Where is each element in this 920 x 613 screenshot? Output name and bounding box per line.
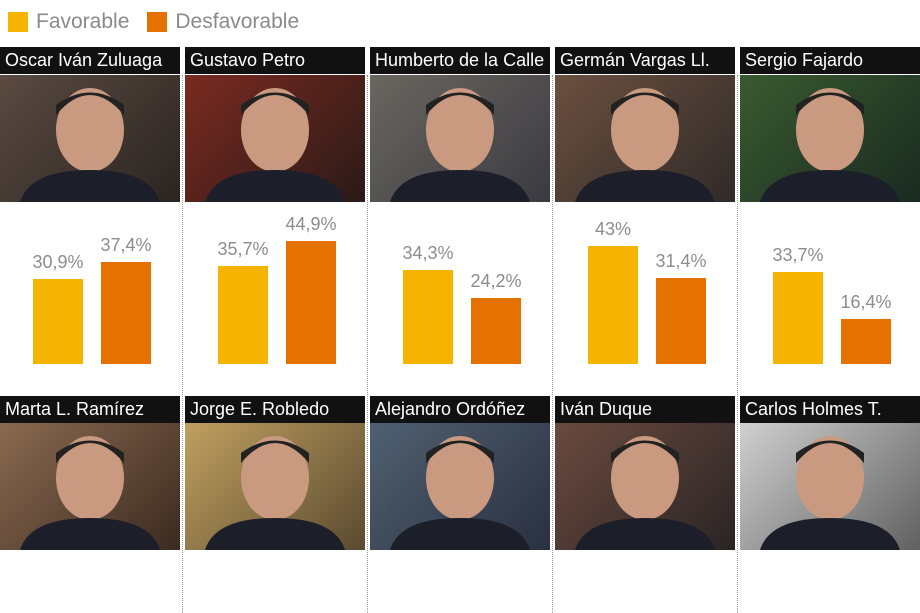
bar-desfavorable [471,297,521,364]
column-separator [182,75,183,613]
portrait-icon [390,436,530,550]
candidate-photo [555,75,735,202]
legend: Favorable Desfavorable [8,10,299,34]
bar-favorable [403,270,453,364]
portrait-icon [760,436,900,550]
candidate-photo [370,75,550,202]
candidate-photo [0,75,180,202]
candidate-name: Oscar Iván Zuluaga [0,47,180,74]
value-label: 24,2% [470,270,522,291]
value-label: 37,4% [100,234,152,255]
value-label: 30,9% [32,252,84,273]
column-separator [367,75,368,613]
portrait-icon [760,88,900,202]
candidate-photo [740,423,920,550]
value-label: 31,4% [655,250,707,271]
candidate-name: Iván Duque [555,396,735,423]
portrait-icon [20,88,160,202]
bar-favorable [588,246,638,364]
swatch [147,12,168,32]
portrait-icon [20,436,160,550]
candidate-photo [185,75,365,202]
candidate-photo [370,423,550,550]
column-separator [552,75,553,613]
candidate-name: Marta L. Ramírez [0,396,180,423]
column-separator [737,75,738,613]
candidate-photo [185,423,365,550]
portrait-icon [205,436,345,550]
bar-desfavorable [286,240,336,364]
candidate-photo [0,423,180,550]
bar-desfavorable [656,277,706,364]
value-label: 35,7% [217,239,269,260]
candidate-photo [740,75,920,202]
portrait-icon [205,88,345,202]
bar-favorable [773,271,823,364]
candidate-name: Humberto de la Calle [370,47,550,74]
value-label: 43% [594,219,632,240]
candidate-name: Gustavo Petro [185,47,365,74]
bar-favorable [218,266,268,364]
value-label: 33,7% [772,244,824,265]
bar-desfavorable [841,319,891,364]
candidate-name: Alejandro Ordóñez [370,396,550,423]
legend-desfavorable: Desfavorable [147,10,299,34]
value-label: 44,9% [285,213,337,234]
candidate-name: Sergio Fajardo [740,47,920,74]
value-label: 16,4% [840,292,892,313]
candidate-name: Jorge E. Robledo [185,396,365,423]
swatch [8,12,28,32]
candidate-name: Germán Vargas Ll. [555,47,735,74]
legend-label: Favorable [36,10,130,33]
bar-favorable [33,279,83,364]
portrait-icon [390,88,530,202]
candidate-photo [555,423,735,550]
legend-label: Desfavorable [175,10,300,33]
value-label: 34,3% [402,243,454,264]
legend-favorable: Favorable [8,10,129,34]
candidate-name: Carlos Holmes T. [740,396,920,423]
bar-desfavorable [101,261,151,364]
portrait-icon [575,436,715,550]
portrait-icon [575,88,715,202]
